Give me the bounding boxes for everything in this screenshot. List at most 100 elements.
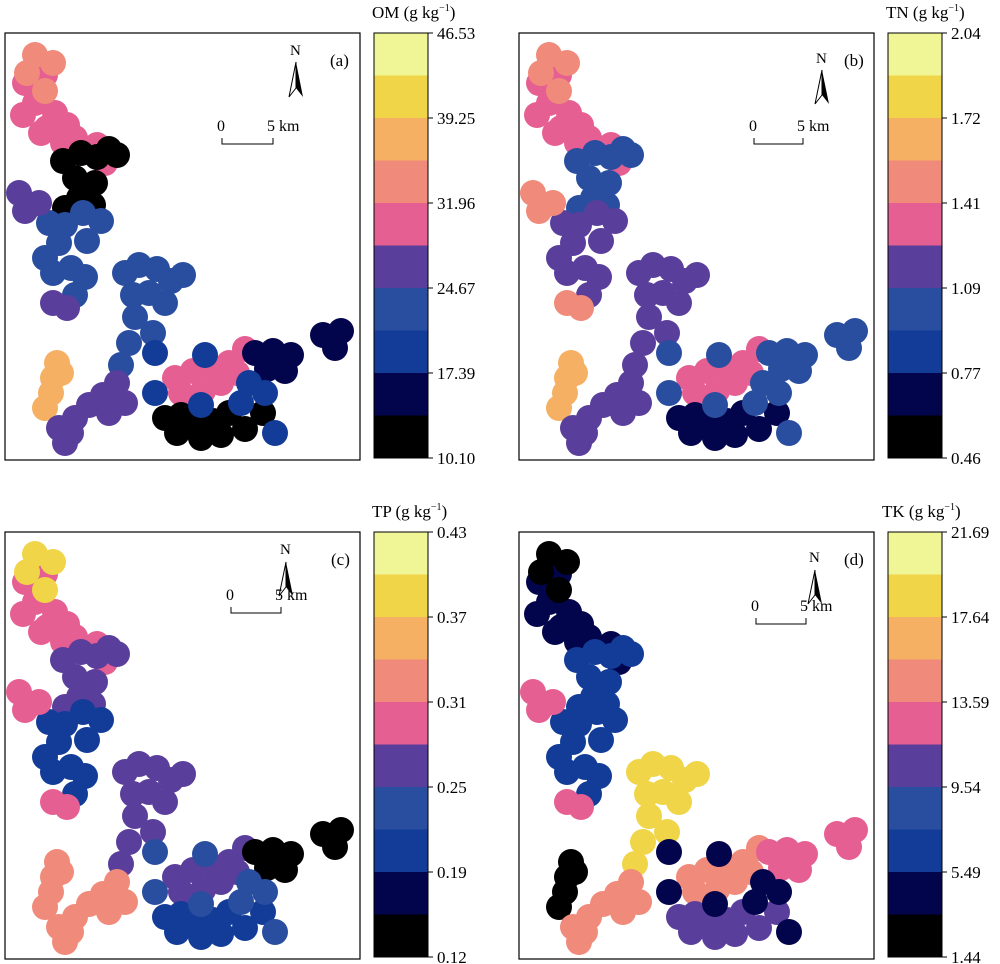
zone-blob [602, 208, 628, 234]
zone-blob [62, 664, 88, 690]
zone-blob [702, 392, 728, 418]
legend-frame [373, 32, 429, 459]
color-legend: 21.69 17.64 13.59 9.54 5.49 1.44 [887, 523, 990, 964]
soil-map-a [6, 42, 354, 456]
color-legend: 2.04 1.72 1.41 1.09 0.77 0.46 [887, 24, 981, 468]
zone-blob [656, 879, 682, 905]
zone-blob [232, 416, 258, 442]
zone-blob [540, 190, 566, 216]
zone-blob [842, 318, 868, 344]
zone-blob [742, 889, 768, 915]
zone-blob [170, 761, 196, 787]
scale-five: 5 km [275, 587, 308, 604]
legend-tick-label: 0.19 [437, 863, 467, 882]
legend-title: TN (g kg−1) [886, 3, 965, 22]
legend-tick-label: 1.44 [951, 948, 981, 964]
zone-blob [164, 919, 190, 945]
zone-blob [142, 839, 168, 865]
zone-blob [742, 390, 768, 416]
north-label: N [816, 51, 827, 67]
zone-blob [104, 142, 130, 168]
zone-blob [328, 318, 354, 344]
zone-south-arm [46, 370, 138, 456]
soil-map-b [520, 42, 868, 456]
legend-tick-label: 0.46 [951, 449, 981, 468]
north-label: N [290, 43, 301, 59]
legend-bin [888, 744, 942, 788]
scale-line [230, 607, 282, 614]
legend-bin [888, 914, 942, 958]
legend-bin [374, 75, 428, 119]
legend-bin [888, 203, 942, 246]
zone-middle [656, 839, 802, 945]
zone-blob [540, 689, 566, 715]
scale-zero: 0 [226, 587, 234, 604]
legend-bin [374, 415, 428, 459]
zone-blob [252, 879, 278, 905]
zone-blob [26, 689, 52, 715]
zone-blob [40, 549, 66, 575]
legend-bin [374, 914, 428, 958]
legend-bin [374, 532, 428, 575]
zone-blob [170, 262, 196, 288]
zone-blob [656, 380, 682, 406]
legend-bin [888, 415, 942, 459]
zone-blob [702, 891, 728, 917]
zone-blob [104, 869, 130, 895]
zone-blob [116, 330, 142, 356]
zone-blob [618, 641, 644, 667]
zone-blob [568, 794, 594, 820]
zone-east-dark [756, 318, 868, 384]
legend-tick-label: 0.31 [437, 693, 467, 712]
legend-tick-label: 13.59 [951, 693, 989, 712]
legend-tick-label: 0.43 [437, 523, 467, 542]
legend-tick-label: 1.41 [951, 194, 981, 213]
zone-blob [152, 290, 178, 316]
zone-center-arm [622, 751, 710, 877]
legend-bin [888, 574, 942, 618]
zone-nw-top [14, 42, 66, 104]
legend-bin [888, 75, 942, 119]
panel-letter: (a) [330, 51, 349, 70]
zone-blob [28, 120, 54, 146]
zone-blob [168, 879, 194, 905]
north-label: N [809, 550, 820, 566]
zone-blob [104, 641, 130, 667]
legend-bin [374, 373, 428, 416]
zone-blob [74, 727, 100, 753]
scale-zero: 0 [217, 118, 225, 135]
panel-letter: (d) [844, 550, 864, 569]
zone-blob [14, 559, 40, 585]
map-panel-c: (c) N 0 5 km 0.43 0.37 0.31 0.25 0.19 0.12 TP… [0, 482, 500, 964]
color-legend: 46.53 39.25 31.96 24.67 17.39 10.10 [373, 24, 476, 468]
legend-title: OM (g kg−1) [372, 3, 455, 22]
zone-blob [626, 390, 652, 416]
zone-east-hot [676, 835, 772, 905]
zone-blob [546, 78, 572, 104]
legend-bin [888, 330, 942, 374]
zone-blob [252, 380, 278, 406]
zone-blob [14, 60, 40, 86]
zone-sw-hot [32, 849, 74, 920]
zone-blob [562, 859, 588, 885]
zone-nw-top [528, 42, 580, 104]
zone-blob [54, 794, 80, 820]
zone-south-arm [560, 869, 652, 955]
zone-blob [764, 899, 790, 925]
zone-blob [88, 707, 114, 733]
scale-zero: 0 [751, 598, 759, 615]
legend-tick-label: 24.67 [437, 279, 476, 298]
zone-blob [764, 400, 790, 426]
legend-tick-label: 0.12 [437, 948, 467, 964]
zone-blob [32, 78, 58, 104]
zone-blob [520, 679, 546, 705]
zone-blob [636, 803, 662, 829]
zone-blob [566, 430, 592, 456]
legend-bin [374, 659, 428, 703]
zone-blob [122, 304, 148, 330]
zone-blob [588, 727, 614, 753]
zone-blob [766, 380, 792, 406]
zone-blob [140, 819, 166, 845]
legend-bin [888, 245, 942, 289]
map-svg-c: (c) N 0 5 km 0.43 0.37 0.31 0.25 0.19 0.12 TP… [4, 502, 467, 964]
